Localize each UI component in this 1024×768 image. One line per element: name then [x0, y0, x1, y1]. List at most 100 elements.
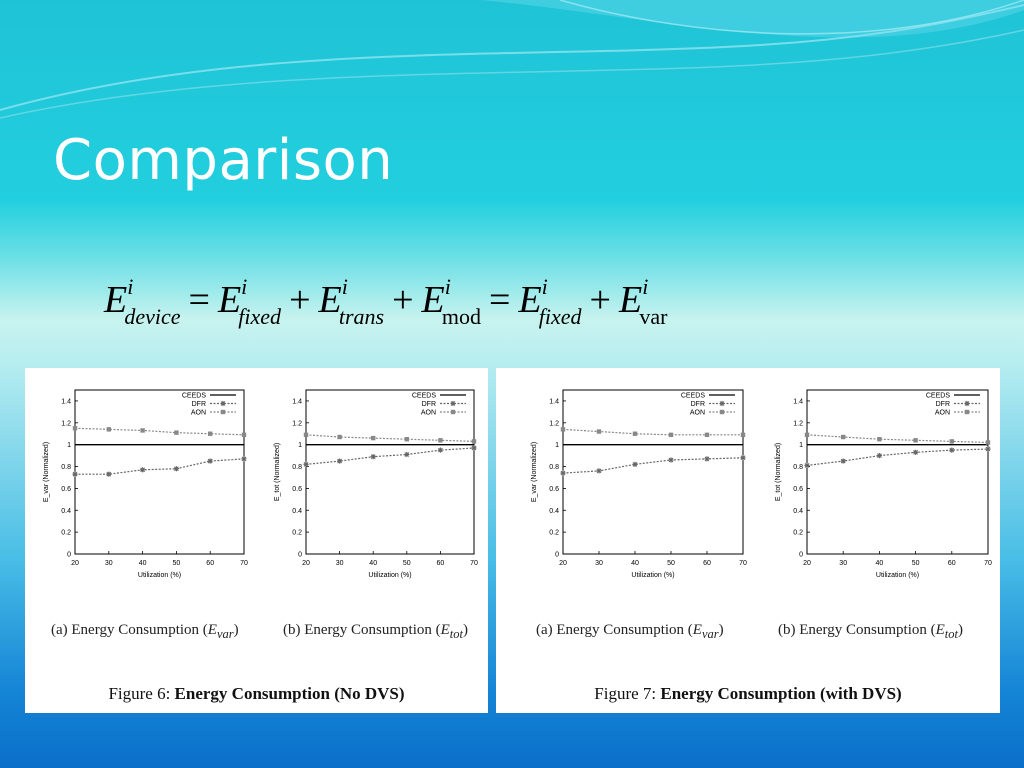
- legend-label: DFR: [936, 401, 950, 408]
- data-point-dfr: [560, 470, 566, 476]
- x-tick-label: 30: [595, 560, 603, 567]
- caption-sub: tot: [449, 627, 463, 641]
- x-tick-label: 30: [105, 560, 113, 567]
- y-tick-label: 0: [799, 552, 803, 559]
- y-tick-label: 1: [67, 442, 71, 449]
- x-tick-label: 20: [302, 560, 310, 567]
- x-axis-label: Utilization (%): [631, 572, 674, 579]
- data-point-aon: [913, 438, 918, 443]
- slide-title: Comparison: [53, 128, 394, 193]
- data-point-dfr: [370, 454, 376, 460]
- caption-text: (a) Energy Consumption (: [51, 622, 208, 638]
- x-tick-label: 50: [403, 560, 411, 567]
- data-point-aon: [337, 434, 342, 440]
- data-point-aon: [985, 440, 991, 445]
- x-tick-label: 70: [240, 560, 248, 567]
- x-tick-label: 60: [206, 560, 214, 567]
- plot-frame: [305, 389, 475, 555]
- formula-term-fixed: Ei fixed: [217, 276, 281, 329]
- formula-equals: =: [188, 279, 210, 321]
- data-point-dfr: [913, 449, 919, 455]
- x-tick-label: 20: [803, 560, 811, 567]
- chart-fig6-b: 0 0.2 0.4 0.6 0.8 1 1.2 1.4 20 30 40 50 60 70 Utilizat…: [274, 389, 478, 579]
- caption-bold: Energy Consumption (No DVS): [174, 684, 405, 703]
- legend-marker-dfr: [450, 400, 456, 407]
- formula-sub: fixed: [238, 304, 282, 329]
- y-tick-label: 0: [67, 552, 71, 559]
- data-point-aon: [632, 431, 638, 436]
- data-point-aon: [740, 432, 746, 438]
- y-tick-label: 1.4: [793, 398, 803, 405]
- data-point-dfr: [404, 451, 410, 458]
- legend-marker-dfr: [719, 400, 725, 407]
- formula-symbol: E: [618, 279, 643, 321]
- caption-text: ): [718, 622, 724, 638]
- formula-plus: +: [289, 279, 311, 321]
- y-tick-label: 0.4: [61, 508, 71, 515]
- legend-marker-dfr: [964, 400, 970, 407]
- x-tick-label: 60: [703, 560, 711, 567]
- x-tick-label: 50: [912, 560, 920, 567]
- y-tick-label: 1: [298, 442, 302, 449]
- formula-sub: var: [639, 304, 668, 329]
- y-tick-label: 0.2: [793, 530, 803, 537]
- formula-sup: i: [127, 274, 134, 300]
- x-tick-label: 20: [559, 560, 567, 567]
- caption-text: (a) Energy Consumption (: [536, 622, 693, 638]
- formula-symbol: E: [217, 279, 242, 321]
- caption-bold: Energy Consumption (with DVS): [660, 684, 902, 703]
- data-point-dfr: [471, 445, 477, 451]
- data-point-dfr: [740, 455, 746, 461]
- formula-sub: mod: [441, 304, 481, 329]
- series-line-dfr: [806, 448, 989, 467]
- legend-marker-aon: [964, 409, 970, 415]
- data-point-dfr: [173, 466, 179, 472]
- series-line-dfr: [562, 457, 744, 474]
- y-tick-label: 0.4: [549, 508, 559, 515]
- chart-fig7-b: 0 0.2 0.4 0.6 0.8 1 1.2 1.4 20 30 40 50 60 70 Utilizat…: [775, 389, 992, 579]
- chart-fig6-a: 0 0.2 0.4 0.6 0.8 1 1.2 1.4 20 30 40 50 60 70 Utilizat…: [43, 389, 248, 579]
- formula-term-mod: Ei mod: [422, 276, 481, 329]
- caption-sub: var: [216, 627, 234, 641]
- series-line-aon: [806, 434, 989, 444]
- y-tick-label: 0.6: [292, 486, 302, 493]
- caption-var: E: [440, 622, 450, 638]
- y-axis-label: E_var (Normalized): [531, 442, 538, 502]
- formula-symbol: E: [318, 279, 342, 321]
- series-line-aon: [74, 427, 245, 436]
- y-tick-label: 1: [555, 442, 559, 449]
- data-point-aon: [596, 429, 602, 434]
- x-tick-label: 30: [839, 560, 847, 567]
- data-point-aon: [404, 437, 409, 442]
- caption-text: Figure 6:: [108, 684, 175, 703]
- x-axis-label: Utilization (%): [876, 572, 919, 579]
- caption-text: ): [233, 622, 239, 638]
- plot-frame: [562, 389, 744, 555]
- data-point-aon: [668, 432, 674, 438]
- y-tick-label: 0: [298, 552, 302, 559]
- legend-label: CEEDS: [412, 393, 436, 400]
- x-tick-label: 40: [631, 560, 639, 567]
- x-axis-label: Utilization (%): [368, 572, 411, 579]
- data-point-aon: [303, 432, 309, 438]
- plot-frame: [806, 389, 989, 555]
- figure-6-caption: Figure 6: Energy Consumption (No DVS): [25, 684, 488, 704]
- legend-label: AON: [421, 410, 436, 417]
- formula-sup: i: [541, 274, 548, 300]
- x-tick-label: 40: [139, 560, 147, 567]
- y-tick-label: 0: [555, 552, 559, 559]
- legend-label: DFR: [422, 401, 436, 408]
- y-tick-label: 0.6: [793, 486, 803, 493]
- legend-label: CEEDS: [182, 393, 206, 400]
- data-point-aon: [877, 437, 882, 442]
- legend-marker-dfr: [220, 400, 226, 407]
- data-point-aon: [841, 434, 846, 440]
- y-tick-label: 1.4: [292, 398, 302, 405]
- y-tick-label: 0.4: [292, 508, 302, 515]
- y-tick-label: 0.2: [549, 530, 559, 537]
- y-tick-label: 1.2: [549, 420, 559, 427]
- x-tick-label: 50: [173, 560, 181, 567]
- data-point-dfr: [140, 467, 146, 473]
- caption-text: (b) Energy Consumption (: [283, 622, 441, 638]
- data-point-dfr: [72, 471, 78, 477]
